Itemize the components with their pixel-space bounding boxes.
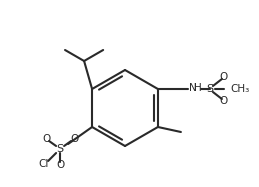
Text: O: O (42, 134, 50, 144)
Text: O: O (220, 72, 228, 82)
Text: S: S (206, 84, 213, 94)
Text: H: H (194, 83, 202, 93)
Text: N: N (189, 83, 197, 93)
Text: O: O (56, 160, 64, 170)
Text: CH₃: CH₃ (230, 84, 249, 94)
Text: Cl: Cl (38, 159, 48, 169)
Text: O: O (220, 96, 228, 106)
Text: O: O (70, 134, 78, 144)
Text: S: S (56, 144, 64, 154)
